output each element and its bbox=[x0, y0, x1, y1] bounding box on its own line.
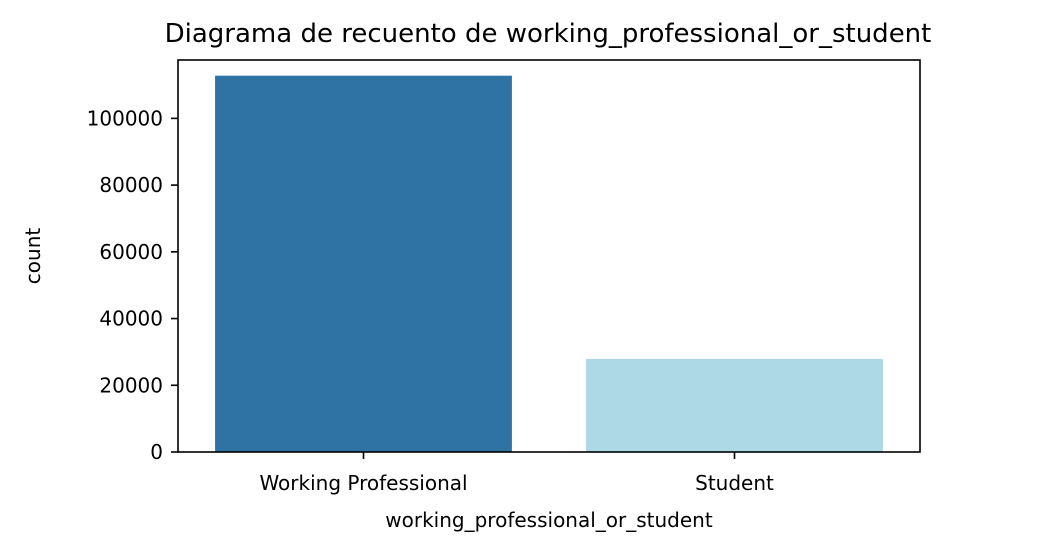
x-tick-label: Student bbox=[695, 471, 774, 495]
y-tick-label: 0 bbox=[150, 440, 163, 464]
y-tick-label: 100000 bbox=[87, 106, 163, 130]
plot-area-frame bbox=[177, 59, 921, 453]
x-tick-label: Working Professional bbox=[259, 471, 467, 495]
x-axis: Working Professional Student bbox=[259, 452, 774, 495]
bar-working-professional bbox=[215, 75, 512, 453]
y-axis: 0 20000 40000 60000 80000 100000 bbox=[87, 106, 178, 464]
y-axis-label: count bbox=[21, 228, 45, 285]
x-axis-label: working_professional_or_student bbox=[385, 508, 713, 532]
chart-title: Diagrama de recuento de working_professi… bbox=[165, 19, 932, 49]
y-tick-label: 80000 bbox=[99, 173, 163, 197]
bar-student bbox=[586, 358, 883, 452]
bars-group bbox=[215, 75, 883, 453]
y-tick-label: 40000 bbox=[99, 307, 163, 331]
y-tick-label: 60000 bbox=[99, 240, 163, 264]
y-tick-label: 20000 bbox=[99, 373, 163, 397]
